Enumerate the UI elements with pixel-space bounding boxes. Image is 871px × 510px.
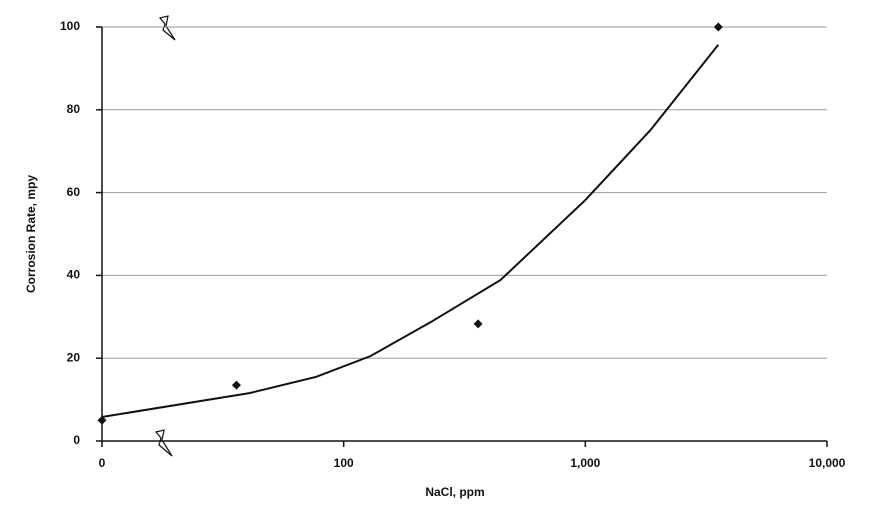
y-tick-label: 20 xyxy=(67,350,81,364)
axis-break xyxy=(154,15,176,457)
x-axis-label: NaCl, ppm xyxy=(425,485,484,499)
y-tick-label: 80 xyxy=(67,102,81,116)
x-tick-label: 1,000 xyxy=(570,456,600,470)
data-point xyxy=(97,415,107,425)
y-tick-label: 100 xyxy=(60,19,80,33)
y-tick-label: 60 xyxy=(67,185,81,199)
y-axis-label: Corrosion Rate, mpy xyxy=(24,175,38,293)
x-tick-label: 100 xyxy=(334,456,354,470)
x-tick-label: 0 xyxy=(99,456,106,470)
fit-curve xyxy=(101,44,720,418)
data-point xyxy=(473,319,483,329)
y-tick-label: 0 xyxy=(73,433,80,447)
data-point xyxy=(713,22,723,32)
data-point xyxy=(231,380,241,390)
x-tick-label: 10,000 xyxy=(809,456,846,470)
y-tick-label: 40 xyxy=(67,268,81,282)
